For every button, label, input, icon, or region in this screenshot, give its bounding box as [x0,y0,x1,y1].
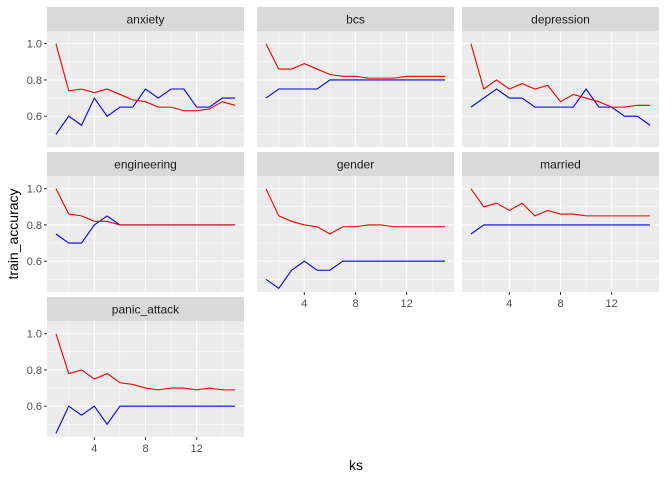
y-tick-label: 0.6 [27,401,42,413]
red-series-line [55,333,236,391]
strip-background [462,152,659,176]
x-axes-group: 4 8 12 4 8 12 4 8 12 [91,292,618,455]
blue-series-line [55,88,236,135]
red-series-line [55,188,236,226]
blue-series-line [470,88,651,126]
x-tick-label: 4 [506,298,512,310]
strip-background [47,152,244,176]
x-tick-label: 12 [606,298,618,310]
y-tick-label: 0.6 [27,256,42,268]
panel-married: married [462,152,659,292]
y-tick-label: 0.6 [27,111,42,123]
strip-background [257,7,454,31]
y-tick-label: 1.0 [27,184,42,196]
blue-series-line [265,79,446,99]
panel-anxiety: anxiety [47,7,244,147]
y-tick-label: 0.8 [27,75,42,87]
strip-label: bcs [346,13,365,27]
red-series-line [55,43,236,112]
strip-label: depression [531,13,590,27]
panel-depression: depression [462,7,659,147]
strip-background [257,152,454,176]
x-tick-label: 8 [352,298,358,310]
red-series-line [265,188,446,235]
x-tick-label: 12 [191,443,203,455]
strip-background [47,7,244,31]
x-tick-label: 8 [557,298,563,310]
y-tick-label: 0.8 [27,365,42,377]
x-tick-label: 12 [401,298,413,310]
strip-background [47,297,244,321]
x-tick-label: 4 [91,443,97,455]
strip-label: gender [337,158,374,172]
strip-background [462,7,659,31]
red-series-line [470,188,651,217]
panel-bcs: bcs [257,7,454,147]
blue-series-line [55,405,236,434]
y-tick-label: 1.0 [27,329,42,341]
panel-engineering: engineering [47,152,244,292]
red-series-line [470,43,651,108]
x-tick-label: 8 [142,443,148,455]
x-tick-label: 4 [301,298,307,310]
y-axes-group: 0.6 0.8 1.0 0.6 0.8 1.0 0.6 0.8 1.0 [27,39,47,413]
blue-series-line [265,260,446,290]
panels-group: anxiety bcs depression engineering gender mar… [47,7,659,437]
blue-series-line [470,224,651,235]
y-tick-label: 1.0 [27,39,42,51]
panel-panic_attack: panic_attack [47,297,244,437]
strip-label: anxiety [126,13,164,27]
y-tick-label: 0.8 [27,220,42,232]
strip-label: panic_attack [112,303,180,317]
x-axis-title: ks [349,457,363,473]
strip-label: engineering [114,158,177,172]
red-series-line [265,43,446,79]
y-axis-title: train_accuracy [5,188,21,279]
strip-label: married [540,158,581,172]
panel-gender: gender [257,152,454,292]
